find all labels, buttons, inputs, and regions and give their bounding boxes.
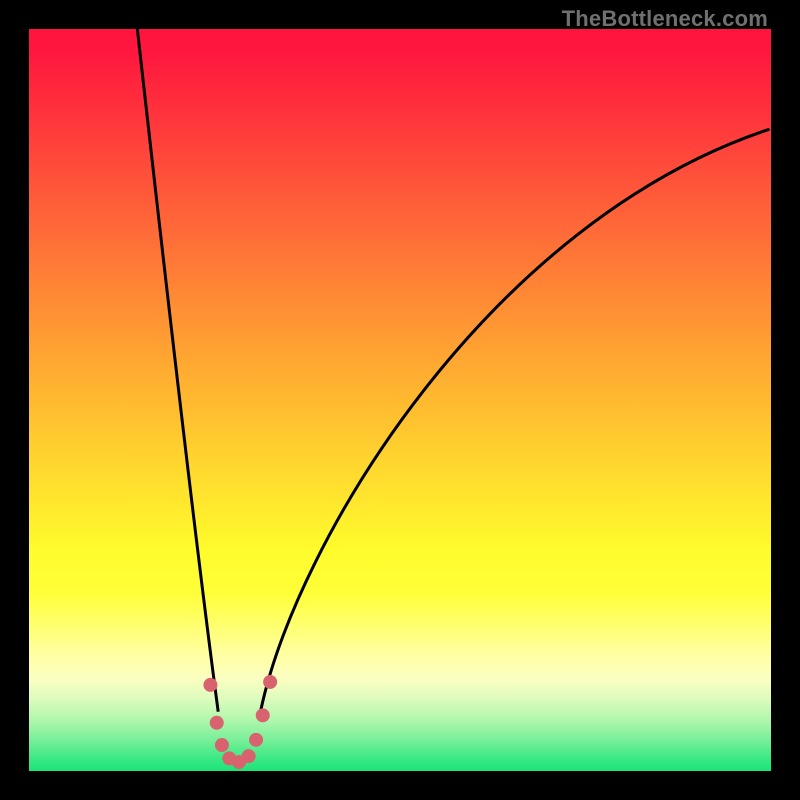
marker-dot xyxy=(256,708,270,722)
bottleneck-curve xyxy=(29,29,771,771)
curve-right-branch xyxy=(261,129,770,711)
marker-dot xyxy=(249,733,263,747)
marker-dot xyxy=(215,738,229,752)
marker-dot xyxy=(242,749,256,763)
curve-left-branch xyxy=(137,29,218,712)
marker-dot xyxy=(203,678,217,692)
marker-dot xyxy=(263,675,277,689)
plot-area xyxy=(29,29,771,771)
marker-dot xyxy=(210,716,224,730)
watermark-text: TheBottleneck.com xyxy=(562,6,768,32)
